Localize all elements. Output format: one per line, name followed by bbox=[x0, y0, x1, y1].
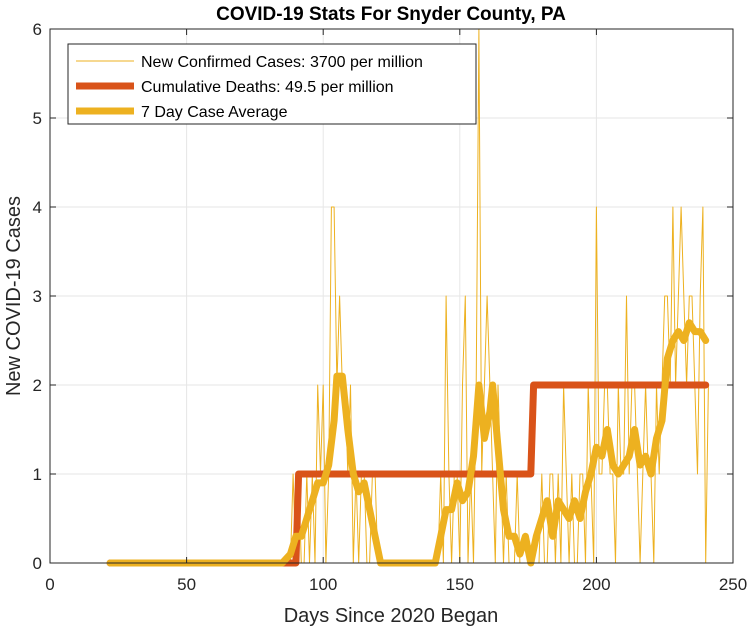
series-7-day-average bbox=[106, 319, 710, 567]
legend-label-new-cases: New Confirmed Cases: 3700 per million bbox=[141, 54, 423, 71]
x-axis-label: Days Since 2020 Began bbox=[284, 605, 499, 627]
y-tick-label: 6 bbox=[33, 20, 42, 39]
x-tick-label: 200 bbox=[582, 575, 610, 594]
y-tick-label: 1 bbox=[33, 465, 42, 484]
legend-box bbox=[67, 43, 477, 125]
x-tick-label: 150 bbox=[446, 575, 474, 594]
legend-label-cumulative-deaths: Cumulative Deaths: 49.5 per million bbox=[141, 79, 394, 96]
x-tick-label: 0 bbox=[45, 575, 54, 594]
x-tick-label: 100 bbox=[309, 575, 337, 594]
plot-frame bbox=[49, 28, 734, 564]
legend: New Confirmed Cases: 3700 per million Cu… bbox=[67, 43, 477, 125]
y-tick-label: 2 bbox=[33, 376, 42, 395]
y-tick-label: 3 bbox=[33, 287, 42, 306]
legend-label-7-day-average: 7 Day Case Average bbox=[141, 104, 288, 121]
axes bbox=[49, 28, 734, 564]
y-tick-label: 5 bbox=[33, 109, 42, 128]
x-tick-label: 250 bbox=[719, 575, 747, 594]
y-axis-label: New COVID-19 Cases bbox=[3, 196, 25, 396]
y-tick-label: 4 bbox=[33, 198, 42, 217]
tick-labels: 0 50 100 150 200 250 0 1 2 3 4 5 6 bbox=[33, 20, 748, 594]
y-tick-label: 0 bbox=[33, 554, 42, 573]
chart-title: COVID-19 Stats For Snyder County, PA bbox=[216, 4, 566, 25]
x-tick-label: 50 bbox=[177, 575, 196, 594]
